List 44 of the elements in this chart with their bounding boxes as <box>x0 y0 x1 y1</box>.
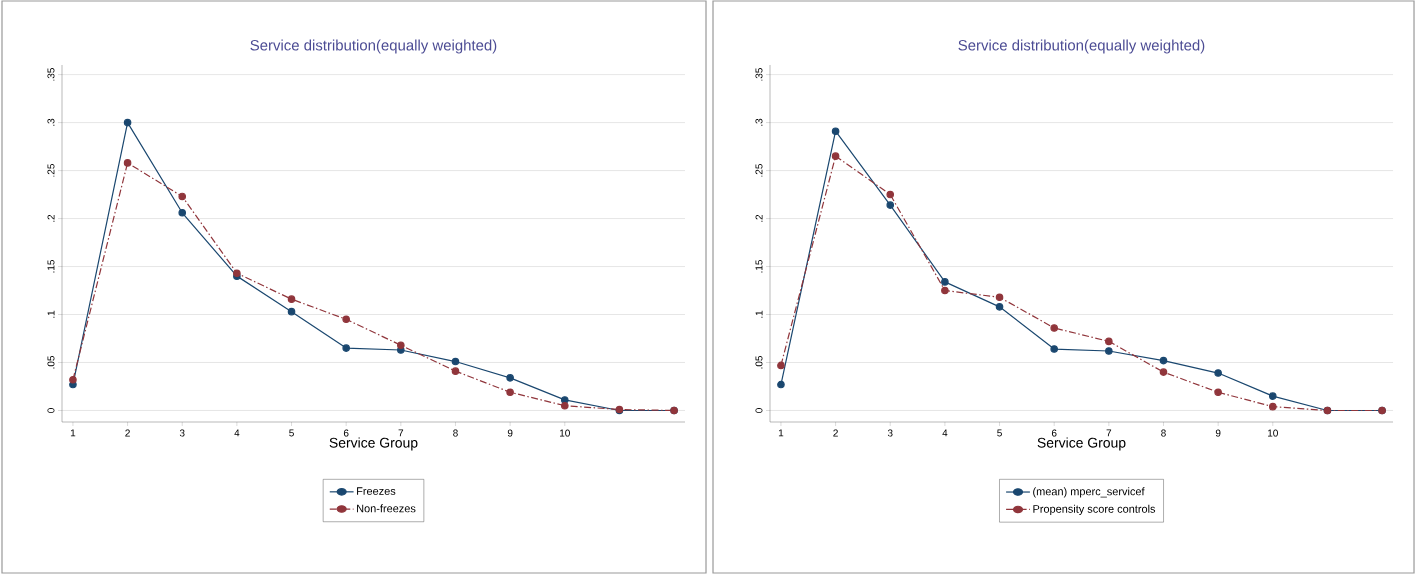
y-tick-label: .05 <box>755 355 763 369</box>
x-tick-label: 9 <box>507 429 513 437</box>
x-axis-title: Service Group <box>1037 437 1126 451</box>
x-tick-label: 2 <box>125 429 130 437</box>
x-tick-label: 4 <box>942 429 948 437</box>
legend-label: Non-freezes <box>357 504 416 513</box>
x-tick-label: 5 <box>997 429 1002 437</box>
y-tick-label: .15 <box>755 260 763 273</box>
y-tick-label: .05 <box>47 355 55 369</box>
y-tick-label: 0 <box>755 408 763 413</box>
y-tick-label: .2 <box>755 214 763 222</box>
x-tick-label: 10 <box>1268 429 1278 437</box>
x-tick-label: 10 <box>560 429 570 437</box>
legend-label: Propensity score controls <box>1033 504 1156 515</box>
x-tick-label: 5 <box>289 429 294 437</box>
y-tick-label: .3 <box>47 118 55 126</box>
x-tick-label: 6 <box>1051 429 1057 437</box>
x-tick-label: 9 <box>1215 429 1221 437</box>
legend-label: Freezes <box>357 487 396 495</box>
x-tick-label: 3 <box>887 429 893 437</box>
y-tick-label: .35 <box>755 68 763 81</box>
y-tick-label: .1 <box>47 310 55 318</box>
x-tick-label: 8 <box>1161 429 1166 437</box>
x-tick-label: 6 <box>343 429 349 437</box>
x-tick-label: 1 <box>70 429 76 437</box>
y-tick-label: .25 <box>47 164 55 177</box>
chart-title: Service distribution(equally weighted) <box>958 39 1205 54</box>
y-tick-label: 0 <box>47 408 55 413</box>
y-tick-label: .3 <box>755 118 763 126</box>
x-tick-label: 8 <box>453 429 458 437</box>
y-tick-label: .2 <box>47 214 55 222</box>
x-tick-label: 7 <box>1106 429 1112 437</box>
chart-title: Service distribution(equally weighted) <box>250 39 497 54</box>
y-tick-label: .1 <box>755 310 763 318</box>
x-tick-label: 2 <box>833 429 838 437</box>
x-tick-label: 3 <box>179 429 185 437</box>
y-tick-label: .15 <box>47 260 55 273</box>
x-tick-label: 7 <box>398 429 404 437</box>
y-tick-label: .35 <box>47 68 55 81</box>
y-tick-label: .25 <box>755 164 763 177</box>
legend-label: (mean) mperc_servicef <box>1033 487 1145 498</box>
x-tick-label: 4 <box>234 429 240 437</box>
x-tick-label: 1 <box>778 429 784 437</box>
x-axis-title: Service Group <box>329 437 418 451</box>
